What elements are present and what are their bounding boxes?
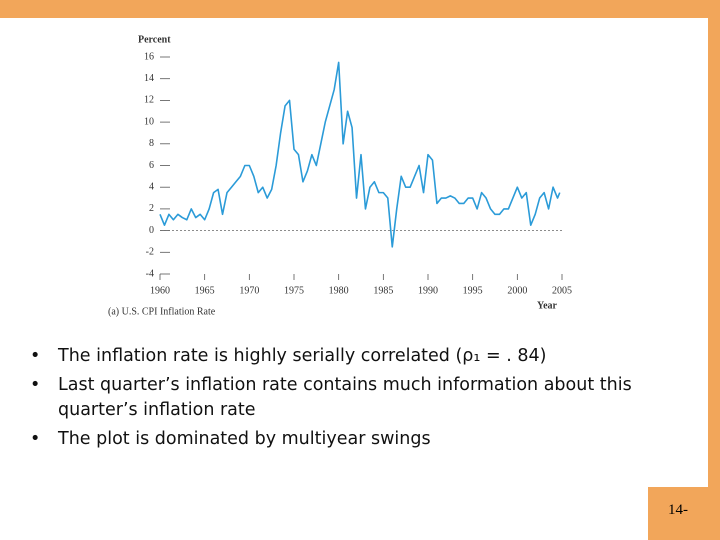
- y-tick-label: 16: [144, 51, 154, 62]
- y-tick-label: 12: [144, 95, 154, 106]
- bullet: The inflation rate is highly serially co…: [30, 344, 690, 369]
- page-number: 14-: [648, 487, 708, 540]
- y-axis-label: Percent: [138, 34, 171, 45]
- y-tick-label: 10: [144, 116, 154, 127]
- x-tick-label: 2005: [552, 285, 572, 296]
- y-tick-label: 8: [149, 138, 154, 149]
- y-tick-label: 4: [149, 181, 154, 192]
- x-tick-label: 1990: [418, 285, 438, 296]
- y-tick-label: -2: [146, 247, 154, 258]
- x-tick-label: 1965: [195, 285, 215, 296]
- bullet: Last quarter’s inflation rate contains m…: [30, 373, 690, 423]
- x-tick-label: 1975: [284, 285, 304, 296]
- x-tick-label: 1970: [239, 285, 259, 296]
- y-tick-label: -4: [146, 268, 154, 279]
- y-tick-label: 2: [149, 203, 154, 214]
- y-tick-label: 0: [149, 225, 154, 236]
- x-tick-label: 1985: [373, 285, 393, 296]
- bullet: The plot is dominated by multiyear swing…: [30, 427, 690, 452]
- x-tick-label: 1980: [329, 285, 349, 296]
- chart: Percent Year (a) U.S. CPI Inflation Rate…: [108, 34, 572, 317]
- line-series: [159, 61, 561, 248]
- y-tick-label: 6: [149, 160, 154, 171]
- bullet-list: The inflation rate is highly serially co…: [30, 344, 690, 456]
- x-tick-label: 2000: [507, 285, 527, 296]
- x-tick-label: 1995: [463, 285, 483, 296]
- x-axis-label: Year: [537, 300, 558, 311]
- top-bar: [0, 0, 720, 18]
- caption: (a) U.S. CPI Inflation Rate: [108, 306, 216, 317]
- right-bar: [708, 0, 720, 540]
- y-tick-label: 14: [144, 73, 154, 84]
- x-tick-label: 1960: [150, 285, 170, 296]
